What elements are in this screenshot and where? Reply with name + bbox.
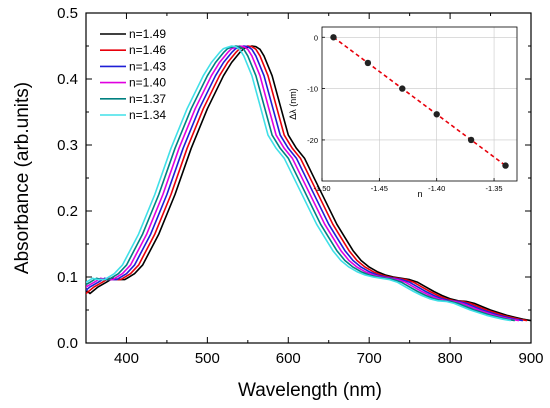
inset-points — [330, 34, 509, 169]
x-axis-title: Wavelength (nm) — [238, 380, 382, 401]
y-axis: 0.0 0.1 0.2 0.3 0.4 0.5 — [57, 5, 531, 352]
legend: n=1.49 n=1.46 n=1.43 n=1.40 n=1.37 n=1.34 — [100, 27, 166, 122]
inset-y-tick-label: 0 — [314, 33, 318, 42]
inset-x-tick-label: -1.50 — [313, 184, 330, 193]
x-axis: 400 500 600 700 800 900 — [85, 13, 544, 367]
legend-label: n=1.43 — [129, 59, 166, 73]
spectra-series — [86, 45, 531, 322]
y-tick-label: 0.5 — [57, 5, 78, 22]
inset-background — [322, 27, 517, 181]
x-tick-label: 900 — [518, 350, 543, 367]
inset-x-axis-title: n — [417, 189, 422, 199]
y-tick-label: 0.1 — [57, 269, 78, 286]
x-tick-label: 500 — [195, 350, 220, 367]
x-tick-label: 600 — [276, 350, 301, 367]
y-axis-title: Absorbance (arb.units) — [12, 82, 33, 274]
y-tick-label: 0.2 — [57, 203, 78, 220]
legend-label: n=1.40 — [129, 76, 166, 90]
inset-data-point — [502, 162, 509, 169]
y-tick-label: 0.4 — [57, 71, 78, 88]
inset-data-point — [467, 136, 475, 144]
y-tick-label: 0.0 — [57, 335, 78, 352]
x-tick-label: 700 — [357, 350, 382, 367]
inset-y-axis: 0 -10 -20 — [307, 33, 325, 145]
inset-data-point — [364, 59, 372, 67]
legend-label: n=1.46 — [129, 43, 166, 57]
inset-x-tick-label: -1.35 — [486, 184, 503, 193]
series-line-n=1.34 — [86, 45, 511, 322]
x-tick-label: 400 — [114, 350, 139, 367]
inset-y-tick-label: -10 — [307, 85, 318, 94]
inset-y-tick-label: -20 — [307, 136, 318, 145]
inset-frame — [321, 26, 518, 182]
inset-x-axis: -1.50 -1.45 -1.40 -1.35 — [313, 178, 503, 193]
inset-fit-line — [332, 36, 507, 167]
inset-data-point — [330, 34, 337, 41]
legend-label: n=1.34 — [129, 108, 166, 122]
inset-y-axis-title: Δλ (nm) — [288, 88, 298, 120]
legend-label: n=1.37 — [129, 92, 166, 106]
inset-data-point — [399, 85, 406, 92]
inset-plot: -1.50 -1.45 -1.40 -1.35 0 -10 -20 n Δλ (nm) — [288, 26, 518, 199]
inset-data-point — [433, 111, 440, 118]
inset-x-tick-label: -1.45 — [371, 184, 388, 193]
legend-label: n=1.49 — [129, 27, 166, 41]
inset-x-tick-label: -1.40 — [428, 184, 445, 193]
y-tick-label: 0.3 — [57, 137, 78, 154]
x-tick-label: 800 — [438, 350, 463, 367]
